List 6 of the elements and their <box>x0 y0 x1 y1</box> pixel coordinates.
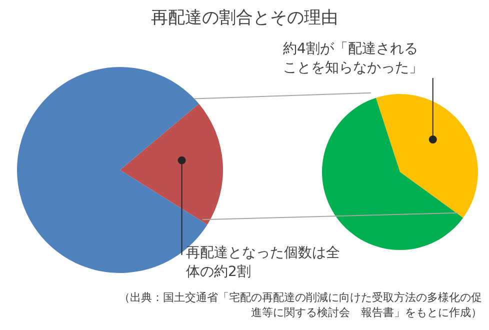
text: 約4割が「配達されることを知らなかった」 <box>283 40 424 78</box>
text: 再配達となった個数は全体の約2割 <box>186 244 341 282</box>
text: （出典：国土交通省「宅配の再配達の削減に向けた受取方法の多様化の促進等に関する検討会 報告書」をもとに作成） <box>118 291 482 321</box>
chart-title: 再配達の割合とその理由 <box>150 7 339 29</box>
pie-slice <box>376 94 478 218</box>
pie-slice <box>120 104 223 225</box>
